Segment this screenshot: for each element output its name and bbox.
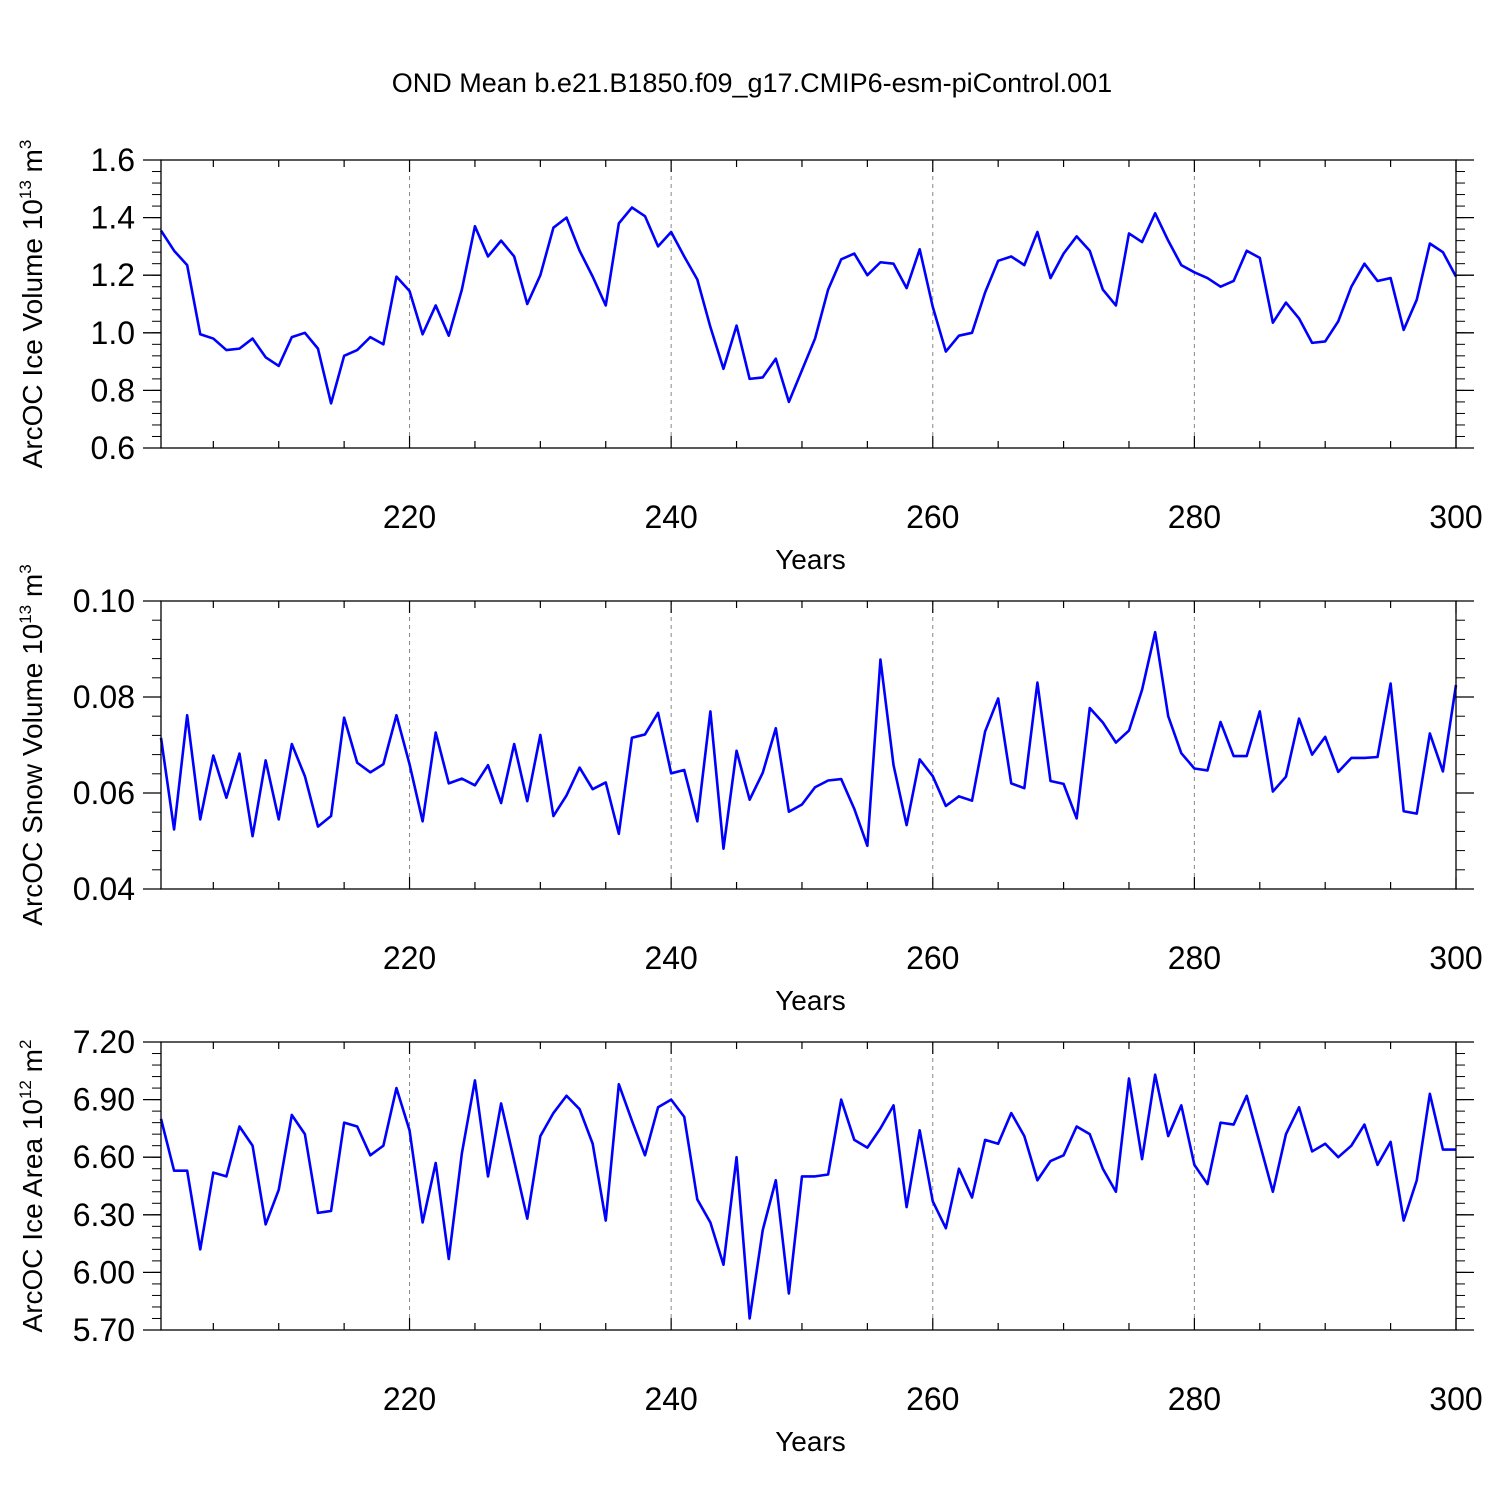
y-tick-label: 6.00 bbox=[73, 1254, 135, 1290]
panels: 220 240 260 280 300 Years 0.6 0.8 1.0 1.2 1.4 1.6 Ar… bbox=[16, 140, 1483, 1457]
y-tick-label: 6.30 bbox=[73, 1197, 135, 1233]
x-tick-label: 240 bbox=[644, 940, 697, 976]
y-tick-label: 0.04 bbox=[73, 871, 135, 907]
x-tick-label: 220 bbox=[383, 499, 436, 535]
x-tick-label: 280 bbox=[1168, 1381, 1221, 1417]
y-axis-title: ArcOC Snow Volume 1013 m3 bbox=[16, 564, 48, 925]
y-axis-title: ArcOC Ice Area 1012 m2 bbox=[16, 1040, 48, 1333]
x-tick-label: 220 bbox=[383, 940, 436, 976]
y-tick-label: 1.2 bbox=[91, 257, 135, 293]
series-line bbox=[159, 1073, 1456, 1320]
x-tick-label: 240 bbox=[644, 1381, 697, 1417]
x-tick-label: 300 bbox=[1429, 1381, 1482, 1417]
x-tick-label: 280 bbox=[1168, 499, 1221, 535]
panel-2: 220 240 260 280 300 Years 0.04 0.06 0.08 0.10 ArcO… bbox=[16, 564, 1483, 1016]
x-tick-label: 280 bbox=[1168, 940, 1221, 976]
y-tick-label: 0.10 bbox=[73, 583, 135, 619]
x-tick-label: 260 bbox=[906, 1381, 959, 1417]
y-tick-label: 1.4 bbox=[91, 200, 135, 236]
y-tick-label: 0.06 bbox=[73, 775, 135, 811]
x-tick-label: 260 bbox=[906, 499, 959, 535]
x-axis-title: Years bbox=[775, 1426, 846, 1457]
plot-frame bbox=[160, 1041, 1457, 1331]
y-tick-label: 6.90 bbox=[73, 1082, 135, 1118]
x-tick-label: 300 bbox=[1429, 940, 1482, 976]
y-tick-label: 0.6 bbox=[91, 430, 135, 466]
x-axis-title: Years bbox=[775, 985, 846, 1016]
x-tick-label: 260 bbox=[906, 940, 959, 976]
y-axis-title: ArcOC Ice Volume 1013 m3 bbox=[16, 140, 48, 469]
series-line bbox=[159, 630, 1458, 850]
panel-1: 220 240 260 280 300 Years 0.6 0.8 1.0 1.2 1.4 1.6 Ar… bbox=[16, 140, 1483, 575]
x-tick-label: 240 bbox=[644, 499, 697, 535]
plot-frame bbox=[160, 159, 1457, 449]
plot-frame bbox=[160, 600, 1457, 890]
x-tick-label: 300 bbox=[1429, 499, 1482, 535]
x-tick-label: 220 bbox=[383, 1381, 436, 1417]
y-tick-label: 1.6 bbox=[91, 142, 135, 178]
y-tick-label: 7.20 bbox=[73, 1024, 135, 1060]
panel-3: 220 240 260 280 300 Years 5.70 6.00 6.30 6.60 6.90… bbox=[16, 1024, 1483, 1457]
chart-title: OND Mean b.e21.B1850.f09_g17.CMIP6-esm-p… bbox=[392, 68, 1112, 98]
x-axis-title: Years bbox=[775, 544, 846, 575]
y-tick-label: 0.8 bbox=[91, 372, 135, 408]
y-tick-label: 6.60 bbox=[73, 1139, 135, 1175]
series-line bbox=[159, 206, 1458, 405]
y-tick-label: 0.08 bbox=[73, 679, 135, 715]
y-tick-label: 5.70 bbox=[73, 1312, 135, 1348]
y-tick-label: 1.0 bbox=[91, 315, 135, 351]
